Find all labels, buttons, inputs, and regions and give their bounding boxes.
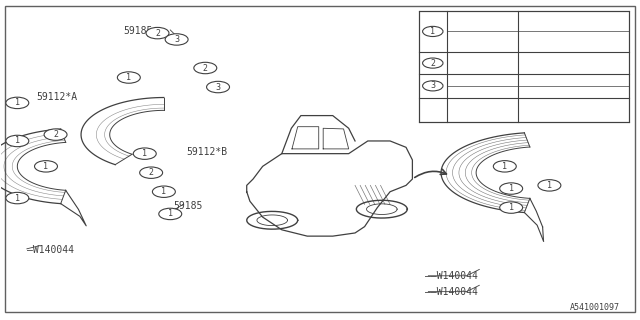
Circle shape xyxy=(117,72,140,83)
Text: 1: 1 xyxy=(15,194,20,203)
Circle shape xyxy=(159,208,182,220)
FancyBboxPatch shape xyxy=(419,11,629,122)
Text: 1: 1 xyxy=(15,99,20,108)
Circle shape xyxy=(493,161,516,172)
Circle shape xyxy=(152,186,175,197)
Text: (0903-    ): (0903- ) xyxy=(521,87,576,96)
Text: 59185: 59185 xyxy=(124,26,153,36)
Text: 1: 1 xyxy=(547,181,552,190)
Circle shape xyxy=(6,135,29,147)
Text: 59188B: 59188B xyxy=(451,17,481,26)
Text: 59112A: 59112A xyxy=(467,42,502,52)
Text: 1: 1 xyxy=(161,187,166,196)
Text: 1: 1 xyxy=(142,149,147,158)
Circle shape xyxy=(44,129,67,140)
Text: (   -0902): ( -0902) xyxy=(521,76,571,84)
Text: (1001-    ): (1001- ) xyxy=(521,37,576,46)
Text: Q560009: Q560009 xyxy=(451,76,486,84)
Text: 2: 2 xyxy=(203,63,208,73)
Text: 2: 2 xyxy=(53,130,58,139)
Text: 1: 1 xyxy=(15,136,20,146)
Circle shape xyxy=(422,81,443,91)
Text: 1: 1 xyxy=(502,162,508,171)
Text: 2: 2 xyxy=(148,168,154,177)
Circle shape xyxy=(538,180,561,191)
Circle shape xyxy=(194,62,217,74)
Text: ――W140044: ――W140044 xyxy=(425,271,478,281)
Text: 1: 1 xyxy=(509,184,514,193)
Text: Q560041: Q560041 xyxy=(451,87,486,96)
Circle shape xyxy=(140,167,163,178)
Circle shape xyxy=(422,26,443,36)
Text: A541001097: A541001097 xyxy=(570,303,620,312)
Circle shape xyxy=(500,202,523,213)
Text: ―W140044: ―W140044 xyxy=(27,245,74,255)
Text: 91184: 91184 xyxy=(451,59,476,68)
Circle shape xyxy=(207,81,230,93)
Text: 3: 3 xyxy=(430,81,435,90)
Circle shape xyxy=(6,192,29,204)
Text: ――W140044: ――W140044 xyxy=(425,287,478,297)
Text: 1: 1 xyxy=(44,162,49,171)
Circle shape xyxy=(422,58,443,68)
Text: 1: 1 xyxy=(430,27,435,36)
Text: W140065: W140065 xyxy=(451,37,486,46)
Text: 3: 3 xyxy=(174,35,179,44)
Text: 59112*A: 59112*A xyxy=(36,92,77,101)
Text: 1: 1 xyxy=(509,203,514,212)
Circle shape xyxy=(165,34,188,45)
Circle shape xyxy=(35,161,58,172)
Text: 1: 1 xyxy=(168,209,173,219)
Text: 3: 3 xyxy=(216,83,221,92)
Circle shape xyxy=(133,148,156,159)
Text: 2: 2 xyxy=(430,59,435,68)
Text: (    -1001): ( -1001) xyxy=(521,17,576,26)
Circle shape xyxy=(146,28,169,39)
Circle shape xyxy=(500,183,523,194)
Text: 2: 2 xyxy=(155,28,160,38)
Text: 59185: 59185 xyxy=(173,201,203,211)
Circle shape xyxy=(6,97,29,108)
Text: 59112*B: 59112*B xyxy=(186,147,227,157)
Text: 1: 1 xyxy=(126,73,131,82)
